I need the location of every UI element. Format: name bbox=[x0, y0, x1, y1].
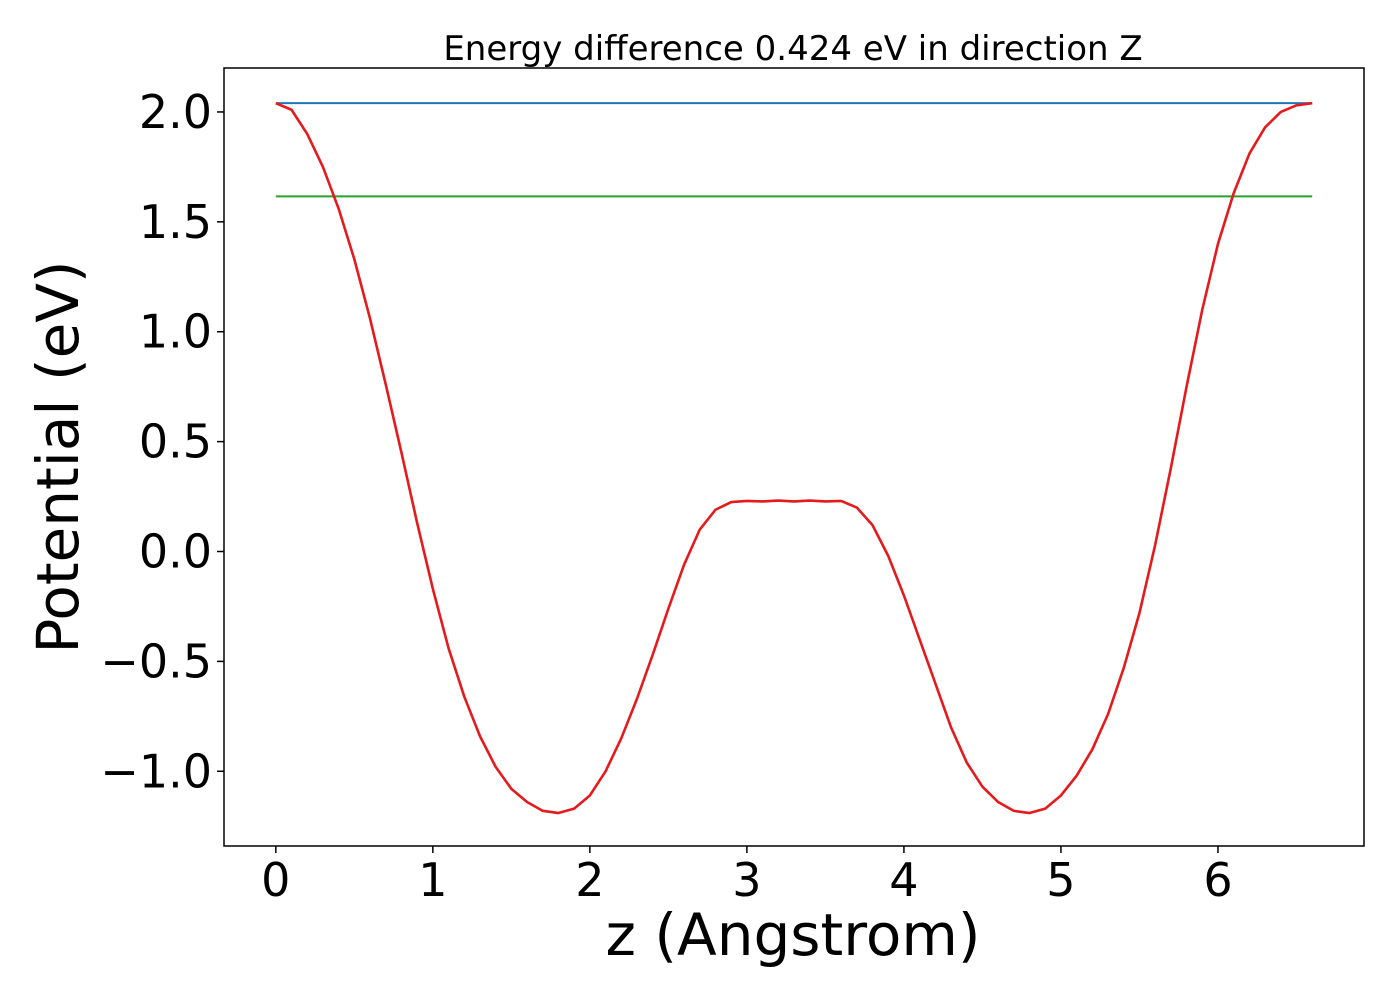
x-tick-label: 1 bbox=[418, 853, 447, 907]
y-tick-label: 0.5 bbox=[139, 415, 212, 469]
y-tick-label: 1.0 bbox=[139, 305, 212, 359]
series-layer bbox=[275, 101, 1313, 815]
y-tick-label: −0.5 bbox=[100, 634, 212, 688]
y-tick-label: 0.0 bbox=[139, 525, 212, 579]
plot-frame bbox=[223, 67, 1365, 847]
x-tick-label: 3 bbox=[732, 853, 761, 907]
x-axis-label: z (Angstrom) bbox=[606, 901, 981, 969]
x-tick-label: 6 bbox=[1203, 853, 1232, 907]
x-tick-label: 2 bbox=[575, 853, 604, 907]
x-tick-label: 0 bbox=[261, 853, 290, 907]
y-tick-label: −1.0 bbox=[100, 744, 212, 798]
series-line-3 bbox=[275, 101, 1313, 815]
x-tick-label: 4 bbox=[889, 853, 918, 907]
chart-title: Energy difference 0.424 eV in direction … bbox=[443, 29, 1142, 69]
y-axis-label: Potential (eV) bbox=[24, 260, 92, 653]
y-tick-label: 2.0 bbox=[139, 85, 212, 139]
x-tick-label: 5 bbox=[1046, 853, 1075, 907]
y-axis-ticks: 2.0 1.5 1.0 0.5 0.0 −0.5 −1.0 bbox=[100, 85, 224, 798]
y-tick-label: 1.5 bbox=[139, 195, 212, 249]
x-axis-ticks: 0 1 2 3 4 5 6 bbox=[261, 846, 1233, 907]
